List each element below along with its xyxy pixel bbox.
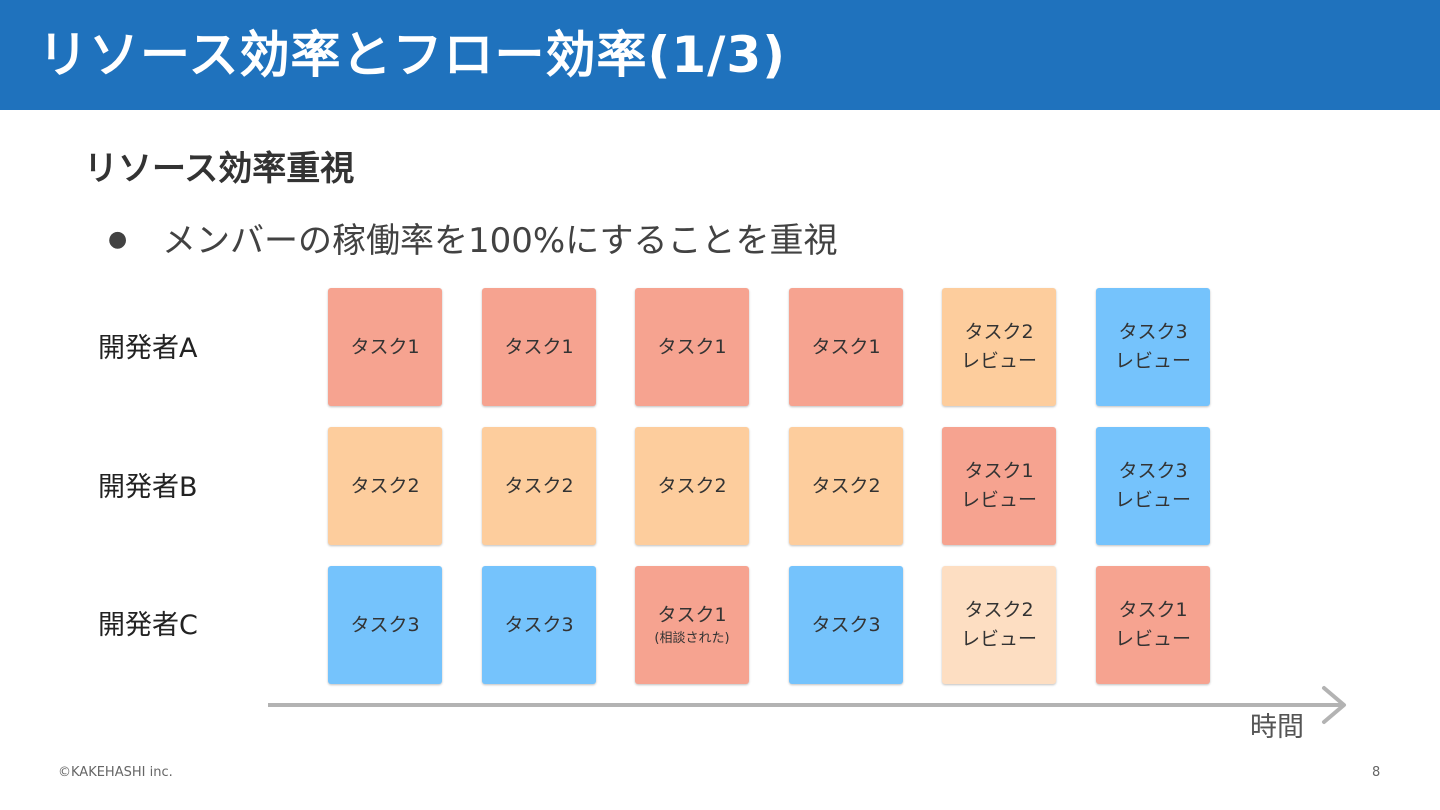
task-card-title: タスク3 xyxy=(1118,460,1188,482)
task-card-subtitle: レビュー xyxy=(960,628,1037,650)
developer-c-label: 開発者C xyxy=(98,610,198,641)
task-card-title: タスク2 xyxy=(811,475,881,497)
slide-title: リソース効率とフロー効率(1/3) xyxy=(38,26,787,84)
task-card-title: タスク1 xyxy=(657,336,727,358)
task-card-c-6: タスク1 レビュー xyxy=(1096,566,1210,684)
task-card-title: タスク3 xyxy=(811,614,881,636)
task-card-b-1: タスク2 xyxy=(328,427,442,545)
task-card-title: タスク2 xyxy=(964,321,1034,343)
task-card-b-6: タスク3 レビュー xyxy=(1096,427,1210,545)
task-card-title: タスク2 xyxy=(964,599,1034,621)
task-card-a-3: タスク1 xyxy=(635,288,749,406)
developer-a-label: 開発者A xyxy=(98,333,198,364)
bullet-item: ● メンバーの稼働率を100%にすることを重視 xyxy=(108,218,838,266)
task-card-title: タスク1 xyxy=(657,604,727,626)
task-card-title: タスク3 xyxy=(1118,321,1188,343)
task-card-title: タスク2 xyxy=(504,475,574,497)
task-card-title: タスク3 xyxy=(504,614,574,636)
footer-copyright: ©KAKEHASHI inc. xyxy=(58,765,173,780)
developer-b-label: 開発者B xyxy=(98,472,198,503)
task-card-subtitle: (相談された) xyxy=(654,631,730,646)
task-card-a-4: タスク1 xyxy=(789,288,903,406)
task-card-subtitle: レビュー xyxy=(1114,350,1191,372)
task-card-title: タスク1 xyxy=(964,460,1034,482)
task-card-a-1: タスク1 xyxy=(328,288,442,406)
task-card-subtitle: レビュー xyxy=(960,489,1037,511)
time-axis-arrow-icon xyxy=(268,686,1346,724)
time-axis-label: 時間 xyxy=(1250,712,1304,743)
task-card-b-5: タスク1 レビュー xyxy=(942,427,1056,545)
task-card-a-5: タスク2 レビュー xyxy=(942,288,1056,406)
task-card-c-3: タスク1 (相談された) xyxy=(635,566,749,684)
page-number: 8 xyxy=(1372,765,1381,780)
task-card-b-3: タスク2 xyxy=(635,427,749,545)
task-card-subtitle: レビュー xyxy=(1114,628,1191,650)
task-card-a-6: タスク3 レビュー xyxy=(1096,288,1210,406)
task-card-title: タスク3 xyxy=(350,614,420,636)
task-card-title: タスク2 xyxy=(350,475,420,497)
task-card-b-2: タスク2 xyxy=(482,427,596,545)
slide-subtitle: リソース効率重視 xyxy=(84,149,355,189)
title-bar: リソース効率とフロー効率(1/3) xyxy=(0,0,1440,110)
task-card-a-2: タスク1 xyxy=(482,288,596,406)
task-card-b-4: タスク2 xyxy=(789,427,903,545)
task-card-title: タスク1 xyxy=(811,336,881,358)
task-card-title: タスク1 xyxy=(504,336,574,358)
task-card-subtitle: レビュー xyxy=(1114,489,1191,511)
task-card-title: タスク2 xyxy=(657,475,727,497)
bullet-dot-icon: ● xyxy=(108,226,128,252)
task-card-title: タスク1 xyxy=(350,336,420,358)
task-card-subtitle: レビュー xyxy=(960,350,1037,372)
task-card-title: タスク1 xyxy=(1118,599,1188,621)
task-card-c-1: タスク3 xyxy=(328,566,442,684)
bullet-text: メンバーの稼働率を100%にすることを重視 xyxy=(162,221,838,261)
task-card-c-4: タスク3 xyxy=(789,566,903,684)
task-card-c-5: タスク2 レビュー xyxy=(942,566,1056,684)
task-card-c-2: タスク3 xyxy=(482,566,596,684)
